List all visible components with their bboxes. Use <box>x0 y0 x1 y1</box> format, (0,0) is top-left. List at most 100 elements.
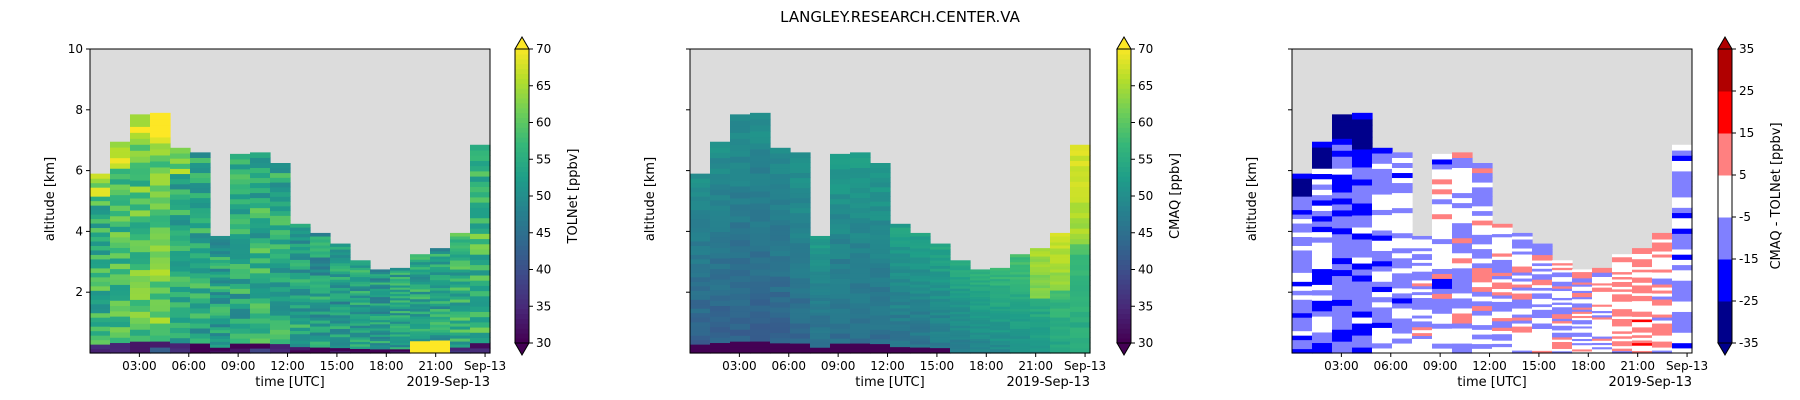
heatmap-cell <box>1010 315 1031 320</box>
heatmap-cell <box>1512 271 1533 276</box>
heatmap-cell <box>750 172 771 180</box>
heatmap-cell <box>710 326 731 333</box>
heatmap-cell <box>1070 300 1091 307</box>
heatmap-cell <box>1392 192 1413 199</box>
heatmap-cell <box>470 170 491 177</box>
heatmap-cell <box>750 268 771 276</box>
colorbar-segment <box>1117 107 1131 114</box>
heatmap-cell <box>790 247 811 254</box>
heatmap-cell <box>1432 213 1453 220</box>
colorbar-tick-label: 30 <box>536 336 551 350</box>
heatmap-cell <box>1050 304 1071 309</box>
colorbar-segment <box>515 181 529 187</box>
heatmap-cell <box>1070 176 1091 182</box>
heatmap-cell <box>1452 242 1473 249</box>
heatmap-cell <box>110 316 131 322</box>
heatmap-cell <box>1392 312 1413 319</box>
heatmap-cell <box>470 248 491 255</box>
heatmap-cell <box>330 306 351 310</box>
heatmap-cell <box>1292 303 1313 309</box>
heatmap-cell <box>430 248 451 252</box>
heatmap-cell <box>1572 330 1593 333</box>
heatmap-cell <box>1492 349 1513 354</box>
heatmap-cell <box>850 262 871 269</box>
heatmap-cell <box>990 333 1011 337</box>
heatmap-cell <box>1352 202 1373 210</box>
colorbar-segment <box>1117 112 1131 119</box>
heatmap-cell <box>410 256 431 260</box>
heatmap-cell <box>370 338 391 342</box>
heatmap-cell <box>1652 262 1673 267</box>
heatmap-cell <box>690 245 711 251</box>
heatmap-cell <box>350 264 371 268</box>
heatmap-cell <box>250 232 271 239</box>
heatmap-cell <box>230 258 251 264</box>
heatmap-cell <box>870 291 891 297</box>
heatmap-cell <box>1532 309 1553 313</box>
heatmap-cell <box>450 268 471 273</box>
heatmap-cell <box>870 234 891 240</box>
heatmap-cell <box>330 281 351 286</box>
heatmap-cell <box>1532 350 1553 354</box>
heatmap-cell <box>310 238 331 243</box>
heatmap-cell <box>690 209 711 215</box>
heatmap-cell <box>1292 173 1313 179</box>
heatmap-cell <box>910 340 931 345</box>
colorbar-segment <box>1117 73 1131 79</box>
heatmap-cell <box>1552 285 1573 289</box>
heatmap-cell <box>350 308 371 312</box>
heatmap-cell <box>1632 248 1653 252</box>
heatmap-cell <box>1612 269 1633 273</box>
heatmap-cell <box>750 232 771 240</box>
heatmap-cell <box>1452 262 1473 269</box>
heatmap-cell <box>1592 276 1613 280</box>
heatmap-cell <box>1652 241 1673 246</box>
heatmap-cell <box>770 219 791 226</box>
heatmap-cell <box>450 298 471 303</box>
heatmap-cell <box>470 337 491 344</box>
heatmap-cell <box>990 267 1011 271</box>
heatmap-cell <box>970 348 991 352</box>
heatmap-cell <box>390 346 411 350</box>
heatmap-cell <box>1472 248 1493 254</box>
heatmap-cell <box>1332 269 1353 277</box>
heatmap-cell <box>250 312 271 319</box>
heatmap-cell <box>1592 321 1613 324</box>
heatmap-cell <box>1452 212 1473 219</box>
heatmap-cell <box>770 286 791 293</box>
heatmap-cell <box>310 256 331 261</box>
heatmap-cell <box>1592 338 1613 341</box>
heatmap-cell <box>1332 197 1353 205</box>
heatmap-cell <box>1292 276 1313 282</box>
heatmap-cell <box>1612 320 1633 324</box>
heatmap-cell <box>1392 162 1413 169</box>
heatmap-cell <box>1432 183 1453 190</box>
colorbar-segment <box>1117 279 1131 285</box>
heatmap-cell <box>1672 285 1693 292</box>
heatmap-cell <box>170 296 191 303</box>
heatmap-cell <box>710 347 731 354</box>
heatmap-cell <box>270 253 291 259</box>
heatmap-cell <box>690 339 711 345</box>
heatmap-cell <box>270 191 291 197</box>
colorbar-tick-label: 35 <box>536 299 551 313</box>
heatmap-cell <box>190 347 211 354</box>
heatmap-cell <box>90 227 111 233</box>
heatmap-cell <box>1352 112 1373 120</box>
heatmap-cell <box>450 350 471 354</box>
heatmap-cell <box>890 343 911 348</box>
heatmap-cell <box>710 199 731 206</box>
heatmap-cell <box>450 322 471 327</box>
heatmap-cell <box>1412 338 1433 342</box>
heatmap-cell <box>270 291 291 297</box>
heatmap-cell <box>1412 329 1433 334</box>
heatmap-cell <box>450 347 471 351</box>
colorbar-segment <box>1117 284 1131 290</box>
heatmap-cell <box>930 270 951 275</box>
heatmap-cell <box>390 297 411 301</box>
heatmap-cell <box>1592 280 1613 284</box>
heatmap-cell <box>190 217 211 224</box>
heatmap-cell <box>890 311 911 315</box>
colorbar-tick-label: 30 <box>1138 336 1153 350</box>
